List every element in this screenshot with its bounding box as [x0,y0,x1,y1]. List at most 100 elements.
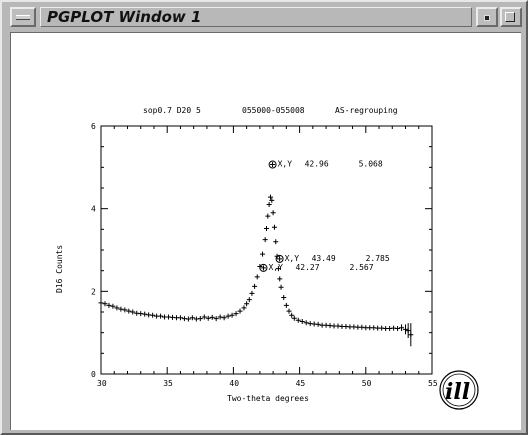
header-note: AS-regrouping [335,106,398,115]
cursor-cross [260,265,266,271]
data-point [126,308,132,314]
annotation-x-value: 43.49 [312,254,336,263]
data-point [118,306,124,312]
annotation-y-value: 5.068 [359,160,383,169]
data-point [110,303,116,309]
plot-canvas[interactable]: sop0.7 D20 5 055000-055008 AS-regrouping… [10,32,521,430]
data-point [315,321,321,327]
data-point [158,313,164,319]
y-tick-label: 4 [91,205,96,214]
maximize-icon [505,12,515,22]
x-tick-label: 30 [97,379,107,388]
data-point [260,251,266,257]
header-sample: sop0.7 D20 5 [143,106,201,115]
data-point [189,315,195,321]
data-point [271,224,277,230]
y-tick-label: 0 [91,370,96,379]
title-area[interactable]: PGPLOT Window 1 [40,7,472,27]
y-tick-label: 6 [91,122,96,131]
data-point [122,307,128,313]
data-point [265,213,271,219]
window-menu-button[interactable] [10,7,36,27]
annotation-label: X,Y [278,160,293,169]
data-point [262,237,268,243]
annotation-label: X,Y [268,263,283,272]
data-point [233,311,239,317]
data-point [252,283,258,289]
data-point [241,305,247,311]
minimize-icon [484,15,490,21]
x-tick-label: 55 [428,379,438,388]
data-point [102,301,108,307]
data-point [246,297,252,303]
annotation-x-value: 42.96 [305,160,329,169]
data-point [229,312,235,318]
x-axis-label: Two-theta degrees [227,394,309,403]
data-point [264,226,269,232]
data-point [142,311,148,317]
ill-logo: ill [439,370,479,410]
data-point [201,314,207,320]
window-title: PGPLOT Window 1 [47,8,202,26]
data-point [295,317,301,323]
annotation-x-value: 42.27 [295,263,319,272]
data-point [269,197,275,203]
x-tick-label: 45 [296,379,306,388]
data-point [286,308,292,314]
data-point [283,302,289,308]
title-bar[interactable]: PGPLOT Window 1 [6,5,522,29]
cursor-cross [270,162,276,168]
data-point [98,300,104,306]
data-points [98,194,414,347]
data-point [244,301,250,307]
annotation-y-value: 2.785 [366,254,390,263]
data-point [254,274,260,280]
cursor-cross [277,256,283,262]
data-point [114,305,120,311]
x-tick-label: 40 [229,379,239,388]
data-point [270,210,276,216]
data-point [278,284,284,290]
annotation-label: X,Y [285,254,300,263]
data-point [197,316,203,322]
data-point [209,314,215,320]
data-point [289,312,295,318]
data-point [249,290,255,296]
minimize-button[interactable] [476,7,498,27]
y-axis-label: D16 Counts [55,245,64,293]
menu-bar-icon [16,15,30,20]
x-tick-label: 35 [163,379,173,388]
data-point [277,276,283,282]
data-point [150,312,156,318]
cursor-marker [268,160,277,169]
data-point [273,239,279,245]
data-point [221,315,227,321]
annotation-y-value: 2.567 [349,263,373,272]
data-point [237,308,243,314]
maximize-button[interactable] [500,7,522,27]
header-runs: 055000-055008 [242,106,305,115]
data-point [267,194,273,200]
data-point [106,302,112,308]
y-tick-label: 2 [91,287,96,296]
plot-svg: sop0.7 D20 5 055000-055008 AS-regrouping… [55,106,479,410]
cursor-marker [275,254,284,263]
x-tick-label: 50 [362,379,372,388]
data-point [185,316,191,322]
data-point [395,326,401,332]
ill-logo-text: ill [445,379,470,405]
data-point [291,315,297,321]
data-point [205,315,211,321]
data-point [303,320,309,326]
data-point [281,295,287,301]
data-point [213,316,219,322]
data-point [225,313,231,319]
cursor-marker [259,263,268,272]
data-point [130,309,136,315]
data-point [217,314,223,320]
data-point [275,266,281,272]
data-point [299,319,305,325]
data-point [266,202,272,208]
